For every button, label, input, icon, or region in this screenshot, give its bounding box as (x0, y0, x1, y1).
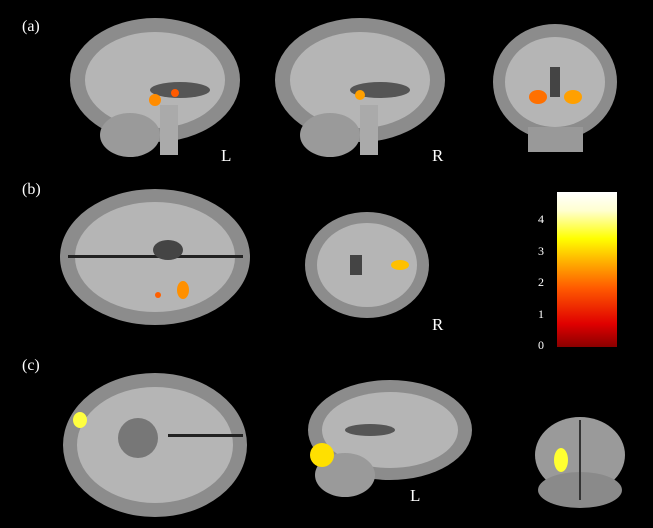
brain-axial-c (63, 373, 247, 517)
colorbar-tick: 2 (538, 275, 544, 289)
brain-sagittal-right (275, 18, 445, 157)
brain-sagittal-left (70, 18, 240, 157)
brain-axial-b (60, 189, 250, 325)
brain-coronal-b (305, 212, 429, 318)
panel-a-label: (a) (22, 18, 40, 35)
colorbar-tick: 3 (538, 244, 544, 258)
colorbar (557, 192, 617, 347)
brain-coronal-c (535, 417, 625, 508)
brain-sagittal-c (308, 380, 472, 497)
panel-c-label: (c) (22, 357, 40, 374)
panel-b-label: (b) (22, 181, 41, 198)
colorbar-tick: 0 (538, 338, 544, 352)
right-label: R (432, 146, 444, 165)
left-label: L (410, 486, 421, 505)
brain-coronal-a (493, 24, 617, 152)
right-label: R (432, 315, 444, 334)
left-label: L (221, 146, 232, 165)
colorbar-tick: 4 (538, 212, 544, 226)
colorbar-tick: 1 (538, 307, 544, 321)
